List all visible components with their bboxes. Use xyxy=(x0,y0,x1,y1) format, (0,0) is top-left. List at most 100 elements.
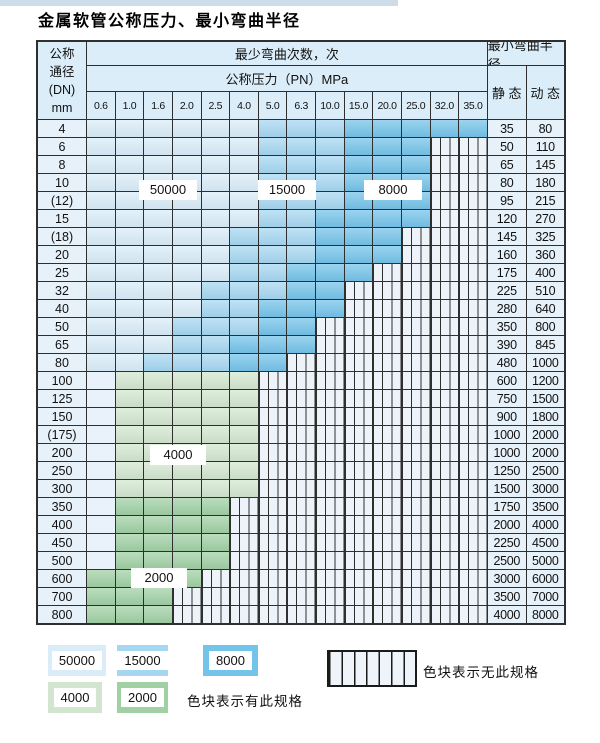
grid-cell xyxy=(430,480,459,497)
legend-swatch-2000: 2000 xyxy=(117,682,168,713)
grid-cell xyxy=(287,246,315,263)
grid-cell xyxy=(230,246,258,263)
dn-cell: (175) xyxy=(38,426,86,443)
grid-cell xyxy=(115,372,144,389)
static-value: 145 xyxy=(487,228,526,245)
grid-cell xyxy=(172,156,201,173)
dynamic-value: 325 xyxy=(526,228,564,245)
static-value: 50 xyxy=(487,138,526,155)
grid-cell xyxy=(287,570,315,587)
grid-cell xyxy=(459,408,487,425)
legend-swatch-8000: 8000 xyxy=(203,645,258,676)
dynamic-value: 400 xyxy=(526,264,564,281)
grid-cell xyxy=(115,426,144,443)
grid-cell xyxy=(172,462,201,479)
static-value: 750 xyxy=(487,390,526,407)
grid-cell xyxy=(344,408,373,425)
grid-cell xyxy=(230,282,258,299)
grid-cell xyxy=(115,156,144,173)
grid-cell xyxy=(172,588,201,605)
grid-cell xyxy=(87,336,115,353)
pressure-tick-label: 5.0 xyxy=(258,92,287,119)
grid-cell xyxy=(115,336,144,353)
grid-cell xyxy=(344,264,373,281)
grid-cell xyxy=(172,408,201,425)
grid-cell xyxy=(344,606,373,623)
grid-cell xyxy=(459,588,487,605)
grid-cell xyxy=(115,606,144,623)
grid-cell xyxy=(172,246,201,263)
grid-cell xyxy=(373,390,401,407)
grid-cell xyxy=(459,192,487,209)
grid-cell xyxy=(115,210,144,227)
grid-cell xyxy=(201,120,230,137)
static-value: 65 xyxy=(487,156,526,173)
grid-cell xyxy=(144,228,172,245)
grid-cell xyxy=(258,390,287,407)
grid-cell xyxy=(344,354,373,371)
dn-header-line: 公称 xyxy=(49,46,75,61)
pressure-tick-label: 4.0 xyxy=(230,92,258,119)
grid-cell xyxy=(401,354,430,371)
legend-no-spec-text: 色块表示无此规格 xyxy=(423,665,539,680)
legend-swatch-label: 2000 xyxy=(121,688,164,707)
grid-cell xyxy=(87,156,115,173)
grid-cell xyxy=(373,444,401,461)
grid-cell xyxy=(258,498,287,515)
grid-cell xyxy=(115,534,144,551)
grid-cell xyxy=(201,336,230,353)
grid-cell xyxy=(87,264,115,281)
grid-cell xyxy=(459,228,487,245)
grid-cell xyxy=(87,390,115,407)
grid-cell xyxy=(401,282,430,299)
grid-cell xyxy=(459,552,487,569)
grid-cell xyxy=(344,462,373,479)
zone-label: 8000 xyxy=(364,180,422,200)
grid-cell xyxy=(87,120,115,137)
grid-cell xyxy=(373,120,401,137)
grid-cell xyxy=(344,246,373,263)
grid-cell xyxy=(230,192,258,209)
grid-cell xyxy=(287,120,315,137)
grid-cell xyxy=(430,390,459,407)
dn-header-line: mm xyxy=(51,100,73,115)
grid-cell xyxy=(258,480,287,497)
grid-cell xyxy=(316,570,344,587)
grid-cell xyxy=(373,606,401,623)
pressure-tick-label: 20.0 xyxy=(373,92,401,119)
grid-cell xyxy=(287,606,315,623)
dynamic-value: 4500 xyxy=(526,534,564,551)
grid-cell xyxy=(344,426,373,443)
grid-cell xyxy=(459,174,487,191)
static-value: 4000 xyxy=(487,606,526,623)
grid-cell xyxy=(430,354,459,371)
grid-cell xyxy=(230,480,258,497)
grid-cell xyxy=(430,192,459,209)
grid-cell xyxy=(258,138,287,155)
grid-cell xyxy=(230,156,258,173)
dynamic-value: 270 xyxy=(526,210,564,227)
dn-cell: 200 xyxy=(38,444,86,461)
static-value: 95 xyxy=(487,192,526,209)
grid-cell xyxy=(316,516,344,533)
grid-cell xyxy=(373,318,401,335)
grid-cell xyxy=(401,552,430,569)
legend-swatch-15000: 15000 xyxy=(117,645,168,676)
pressure-tick-label: 0.6 xyxy=(87,92,115,119)
grid-cell xyxy=(430,210,459,227)
static-value: 3500 xyxy=(487,588,526,605)
grid-cell xyxy=(115,498,144,515)
grid-cell xyxy=(115,480,144,497)
grid-cell xyxy=(258,552,287,569)
grid-cell xyxy=(115,300,144,317)
static-value: 600 xyxy=(487,372,526,389)
dynamic-value: 80 xyxy=(526,120,564,137)
grid-cell xyxy=(115,444,144,461)
grid-cell xyxy=(201,588,230,605)
grid-cell xyxy=(401,588,430,605)
grid-cell xyxy=(201,606,230,623)
grid-cell xyxy=(344,372,373,389)
grid-cell xyxy=(87,498,115,515)
pressure-tick-label: 32.0 xyxy=(430,92,459,119)
static-value: 225 xyxy=(487,282,526,299)
